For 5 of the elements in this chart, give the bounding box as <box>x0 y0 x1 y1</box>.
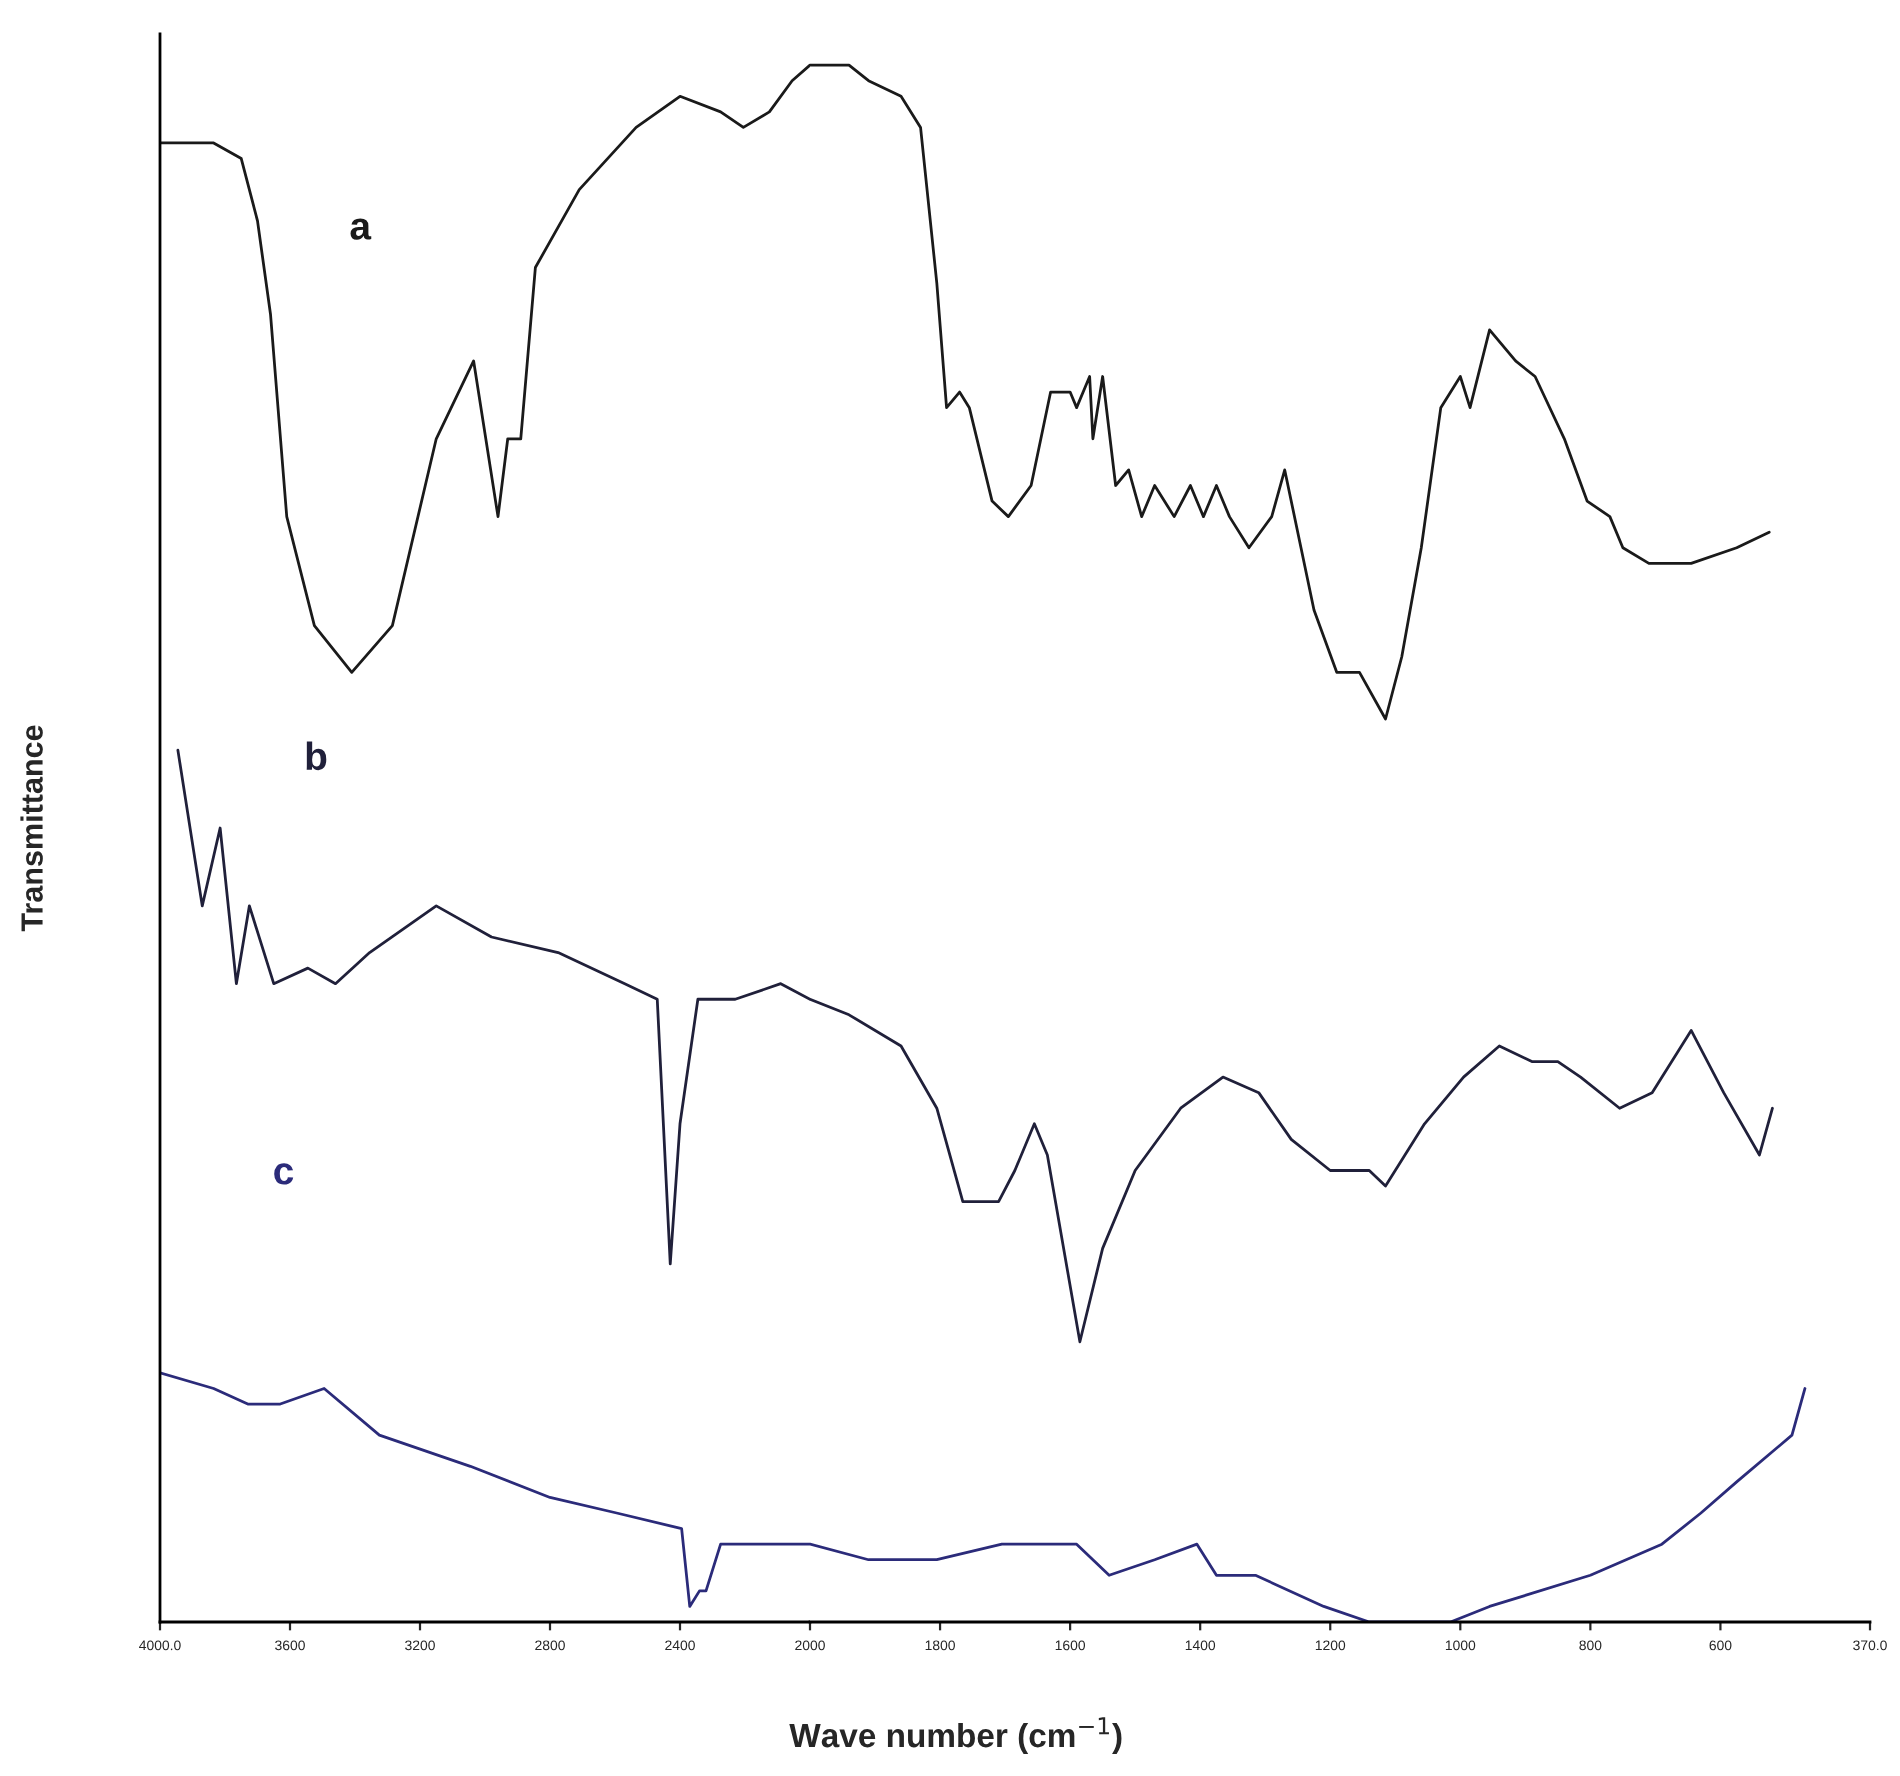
text: a <box>350 218 372 240</box>
x-axis-title: Wave number (cm$^{−1}$) <box>789 1717 1122 1754</box>
text: b <box>306 741 327 771</box>
text: c <box>274 1163 294 1185</box>
y-axis-title: Transmittance <box>20 725 43 932</box>
